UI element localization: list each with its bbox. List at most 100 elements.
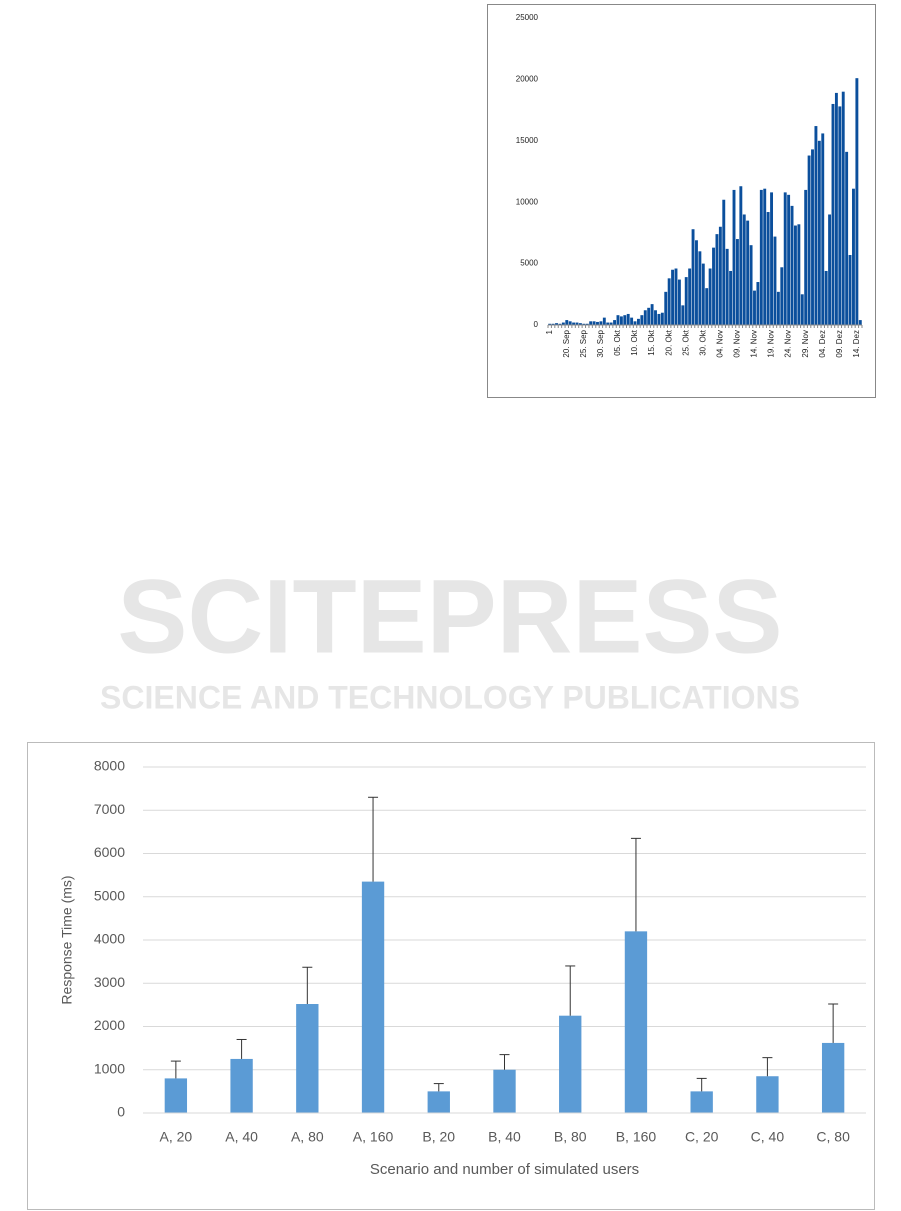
bar <box>427 1091 450 1113</box>
bar <box>690 1091 713 1113</box>
x-tick-label: 14. Nov <box>750 330 759 358</box>
x-tick-label: 30. Okt <box>698 329 707 356</box>
bar <box>821 133 825 325</box>
bar <box>824 270 828 325</box>
bar <box>609 322 613 325</box>
bar <box>776 291 780 325</box>
bar <box>624 931 648 1113</box>
bar <box>793 225 797 325</box>
bar <box>582 323 586 325</box>
bar <box>845 151 849 325</box>
bar <box>548 323 552 325</box>
y-tick-label: 1000 <box>94 1060 125 1076</box>
bar <box>739 186 743 325</box>
bar <box>572 322 576 325</box>
x-tick-label: B, 40 <box>488 1129 521 1145</box>
bar <box>783 192 787 325</box>
x-tick-label: A, 20 <box>160 1129 193 1145</box>
bar <box>701 263 705 325</box>
bar <box>712 247 715 325</box>
bar <box>807 155 811 325</box>
x-tick-label: A, 160 <box>353 1129 394 1145</box>
bar <box>602 317 606 325</box>
bar <box>831 103 835 326</box>
bar <box>623 315 627 325</box>
y-axis-label: Response Time (ms) <box>59 875 75 1004</box>
y-tick-label: 3000 <box>94 974 125 990</box>
y-tick-label: 20000 <box>516 75 539 84</box>
bar <box>698 251 702 325</box>
bar <box>742 214 746 325</box>
x-tick-label: 10. Okt <box>630 329 639 356</box>
bar <box>695 240 698 325</box>
y-tick-label: 5000 <box>520 259 538 268</box>
x-tick-label: 09. Nov <box>733 330 742 358</box>
x-tick-label: 25. Okt <box>681 329 690 356</box>
bar <box>848 255 852 325</box>
watermark-title: SCITEPRESS <box>117 559 782 676</box>
bar <box>647 307 651 325</box>
bar <box>551 323 555 325</box>
x-tick-label: 04. Nov <box>715 330 724 358</box>
x-tick-label: 19. Nov <box>767 330 776 358</box>
bar <box>705 288 709 325</box>
bar <box>493 1069 516 1113</box>
x-tick-label: C, 80 <box>816 1129 850 1145</box>
bar <box>804 189 808 325</box>
bar <box>811 149 814 325</box>
bar <box>606 322 610 325</box>
x-tick-label: B, 80 <box>554 1129 587 1145</box>
x-tick-label: 25. Sep <box>579 329 588 357</box>
bar <box>834 92 838 326</box>
bar <box>671 269 675 325</box>
bar <box>855 78 859 325</box>
x-tick-label: A, 80 <box>291 1129 324 1145</box>
bar <box>787 194 791 325</box>
y-tick-label: 15000 <box>516 136 539 145</box>
bar <box>613 320 617 325</box>
x-tick-label: 24. Nov <box>784 330 793 358</box>
bar <box>561 322 565 325</box>
bar <box>841 91 845 326</box>
y-tick-label: 25000 <box>516 13 539 22</box>
bar <box>657 313 661 325</box>
bar <box>725 248 729 325</box>
bar <box>773 236 777 325</box>
bar <box>589 321 593 325</box>
x-tick-label: 09. Dez <box>835 330 844 358</box>
bar <box>746 220 750 325</box>
bar <box>619 316 623 325</box>
bar <box>814 126 818 326</box>
chart-frame <box>27 742 875 1210</box>
x-tick-label: C, 20 <box>685 1129 719 1145</box>
y-tick-label: 2000 <box>94 1017 125 1033</box>
y-tick-label: 6000 <box>94 844 125 860</box>
bar <box>684 277 688 325</box>
bar <box>578 323 582 325</box>
bar <box>575 322 579 325</box>
x-tick-label: 05. Okt <box>613 329 622 356</box>
bar <box>599 321 603 325</box>
bar <box>708 268 712 325</box>
bar <box>691 229 695 325</box>
bar <box>759 189 763 325</box>
bar <box>821 1042 845 1113</box>
bar <box>828 214 832 325</box>
bar <box>838 106 842 325</box>
x-tick-label: C, 40 <box>751 1129 785 1145</box>
bar <box>555 323 558 325</box>
x-tick-label: B, 160 <box>616 1129 657 1145</box>
bar <box>565 320 569 325</box>
bar <box>718 226 722 325</box>
bar <box>568 321 572 325</box>
bar <box>361 881 385 1113</box>
y-tick-label: 7000 <box>94 801 125 817</box>
bar <box>756 1076 779 1113</box>
bar <box>640 315 644 325</box>
bar <box>626 313 630 325</box>
bar <box>230 1058 253 1113</box>
bar <box>558 323 562 325</box>
x-tick-label: 29. Nov <box>801 330 810 358</box>
